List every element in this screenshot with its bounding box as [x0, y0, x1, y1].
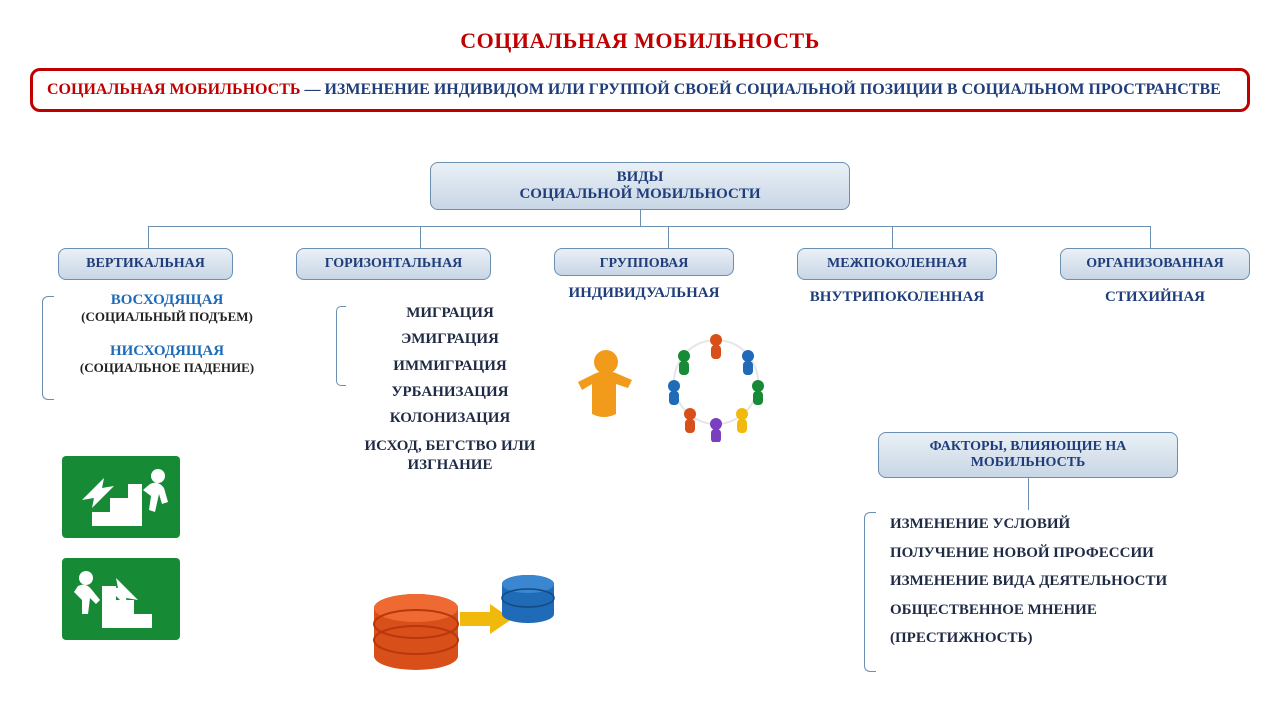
root-line2: СОЦИАЛЬНОЙ МОБИЛЬНОСТИ [441, 186, 839, 203]
horizontal-subtypes: МИГРАЦИЯ ЭМИГРАЦИЯ ИММИГРАЦИЯ УРБАНИЗАЦИ… [340, 300, 560, 475]
child-organized: ОРГАНИЗОВАННАЯ СТИХИЙНАЯ [1060, 248, 1250, 309]
connector [1028, 478, 1029, 510]
definition-term: СОЦИАЛЬНАЯ МОБИЛЬНОСТЬ [47, 81, 300, 98]
factors-item: ОБЩЕСТВЕННОЕ МНЕНИЕ (ПРЕСТИЖНОСТЬ) [890, 596, 1220, 653]
connector [640, 210, 641, 226]
root-node: ВИДЫ СОЦИАЛЬНОЙ МОБИЛЬНОСТИ [430, 162, 850, 210]
stairs-up-icon [62, 456, 180, 538]
page-title: СОЦИАЛЬНАЯ МОБИЛЬНОСТЬ [0, 0, 1280, 54]
horiz-item: КОЛОНИЗАЦИЯ [340, 405, 560, 431]
database-transfer-icon [356, 538, 566, 688]
bracket-icon [864, 512, 876, 672]
child-group: ГРУППОВАЯ ИНДИВИДУАЛЬНАЯ [554, 248, 734, 309]
vertical-up-note: (СОЦИАЛЬНЫЙ ПОДЪЕМ) [52, 309, 282, 325]
root-line1: ВИДЫ [441, 169, 839, 186]
people-circle-icon [566, 322, 786, 442]
factors-title-1: ФАКТОРЫ, ВЛИЯЮЩИЕ НА [889, 439, 1167, 455]
horiz-item: МИГРАЦИЯ [340, 300, 560, 326]
definition-box: СОЦИАЛЬНАЯ МОБИЛЬНОСТЬ — ИЗМЕНЕНИЕ ИНДИВ… [30, 68, 1250, 112]
horiz-item: УРБАНИЗАЦИЯ [340, 379, 560, 405]
tree-root: ВИДЫ СОЦИАЛЬНОЙ МОБИЛЬНОСТИ [262, 162, 1018, 210]
factors-title-2: МОБИЛЬНОСТЬ [889, 455, 1167, 471]
child-generation: МЕЖПОКОЛЕННАЯ ВНУТРИПОКОЛЕННАЯ [797, 248, 997, 309]
child-node: ВЕРТИКАЛЬНАЯ [58, 248, 233, 280]
vertical-up: ВОСХОДЯЩАЯ (СОЦИАЛЬНЫЙ ПОДЪЕМ) [52, 292, 282, 325]
child-node: ГРУППОВАЯ [554, 248, 734, 276]
child-sub: СТИХИЙНАЯ [1105, 286, 1205, 309]
factors-node: ФАКТОРЫ, ВЛИЯЮЩИЕ НА МОБИЛЬНОСТЬ [878, 432, 1178, 478]
connector [148, 226, 149, 248]
definition-dash: — [300, 81, 324, 98]
stairs-down-icon [62, 558, 180, 640]
factors-item: ПОЛУЧЕНИЕ НОВОЙ ПРОФЕССИИ [890, 539, 1220, 568]
child-node: ГОРИЗОНТАЛЬНАЯ [296, 248, 491, 280]
vertical-down: НИСХОДЯЩАЯ (СОЦИАЛЬНОЕ ПАДЕНИЕ) [52, 343, 282, 376]
connector [420, 226, 421, 248]
vertical-subtypes: ВОСХОДЯЩАЯ (СОЦИАЛЬНЫЙ ПОДЪЕМ) НИСХОДЯЩА… [52, 292, 282, 384]
factors-item: ИЗМЕНЕНИЕ ВИДА ДЕЯТЕЛЬНОСТИ [890, 567, 1220, 596]
person-icon [578, 350, 632, 417]
connector [148, 226, 1150, 227]
factors-item: ИЗМЕНЕНИЕ УСЛОВИЙ [890, 510, 1220, 539]
horiz-item: ИММИГРАЦИЯ [340, 353, 560, 379]
child-node: ОРГАНИЗОВАННАЯ [1060, 248, 1250, 280]
factors-list: ИЗМЕНЕНИЕ УСЛОВИЙ ПОЛУЧЕНИЕ НОВОЙ ПРОФЕС… [890, 510, 1220, 653]
vertical-down-head: НИСХОДЯЩАЯ [52, 343, 282, 360]
definition-text: ИЗМЕНЕНИЕ ИНДИВИДОМ ИЛИ ГРУППОЙ СВОЕЙ СО… [324, 81, 1220, 98]
child-node: МЕЖПОКОЛЕННАЯ [797, 248, 997, 280]
child-sub: ВНУТРИПОКОЛЕННАЯ [810, 286, 984, 309]
vertical-down-note: (СОЦИАЛЬНОЕ ПАДЕНИЕ) [52, 360, 282, 376]
connector [1150, 226, 1151, 248]
horiz-item: ИСХОД, БЕГСТВО ИЛИ ИЗГНАНИЕ [340, 437, 560, 475]
vertical-up-head: ВОСХОДЯЩАЯ [52, 292, 282, 309]
connector [892, 226, 893, 248]
connector [668, 226, 669, 248]
child-sub: ИНДИВИДУАЛЬНАЯ [569, 282, 720, 305]
horiz-item: ЭМИГРАЦИЯ [340, 326, 560, 352]
